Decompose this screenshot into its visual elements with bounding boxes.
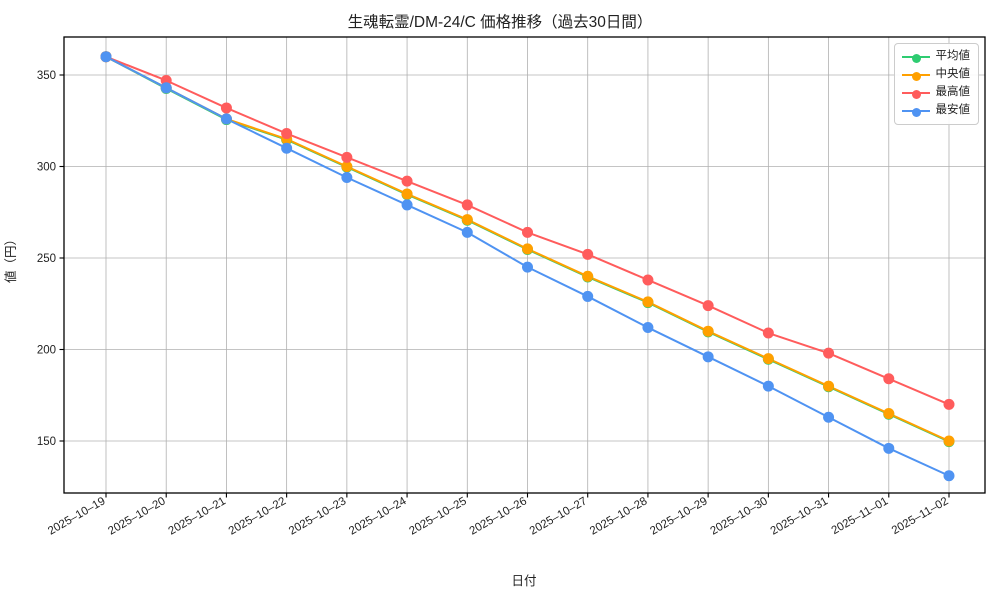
svg-text:200: 200	[37, 345, 56, 357]
svg-text:2025–10–30: 2025–10–30	[708, 495, 769, 537]
svg-text:300: 300	[37, 162, 56, 174]
svg-text:2025–10–29: 2025–10–29	[648, 495, 709, 537]
svg-text:2025–10–27: 2025–10–27	[528, 495, 589, 537]
svg-text:150: 150	[37, 436, 56, 448]
svg-text:2025–10–22: 2025–10–22	[227, 495, 288, 537]
svg-text:2025–10–28: 2025–10–28	[588, 495, 649, 537]
svg-text:2025–11–01: 2025–11–01	[830, 495, 891, 537]
svg-text:350: 350	[37, 70, 56, 82]
svg-text:2025–10–20: 2025–10–20	[106, 495, 167, 537]
svg-text:2025–10–24: 2025–10–24	[347, 495, 409, 538]
svg-text:2025–10–21: 2025–10–21	[167, 495, 228, 537]
svg-text:2025–10–23: 2025–10–23	[287, 495, 348, 537]
svg-text:2025–10–25: 2025–10–25	[407, 495, 468, 537]
svg-text:2025–10–19: 2025–10–19	[46, 495, 107, 537]
svg-text:値（円）: 値（円）	[3, 233, 18, 283]
svg-text:2025–10–31: 2025–10–31	[769, 495, 830, 537]
svg-text:250: 250	[37, 253, 56, 265]
svg-text:2025–10–26: 2025–10–26	[468, 495, 529, 537]
svg-text:日付: 日付	[511, 574, 536, 588]
svg-text:2025–11–02: 2025–11–02	[890, 495, 951, 537]
